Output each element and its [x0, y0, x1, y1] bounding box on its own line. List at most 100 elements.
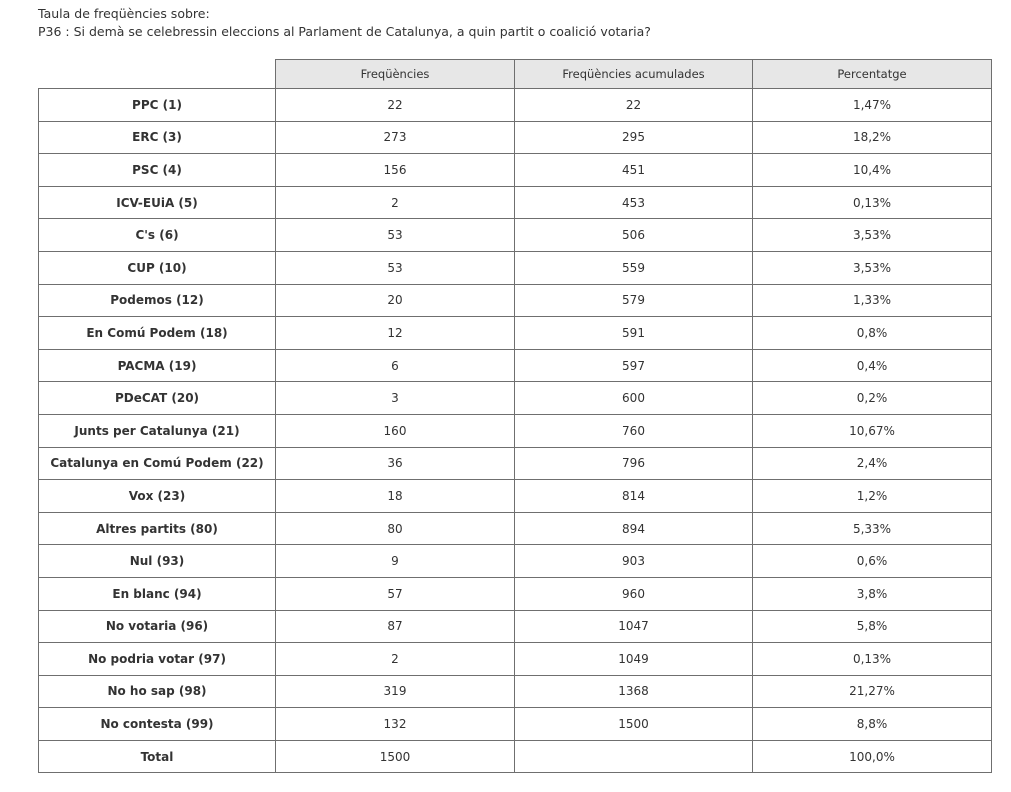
percentage-cell: 10,67%: [752, 413, 992, 448]
frequency-cell: 160: [275, 413, 515, 448]
frequency-cell: 3: [275, 381, 515, 415]
header-frequencies: Freqüències: [275, 59, 515, 89]
row-label: PDeCAT (20): [38, 381, 276, 415]
table-row: Nul (93) 9 903 0,6%: [38, 544, 992, 578]
cumulative-frequency-cell: 1047: [514, 609, 753, 644]
table-row: En blanc (94) 57 960 3,8%: [38, 576, 992, 611]
percentage-cell: 100,0%: [752, 739, 992, 774]
frequency-cell: 319: [275, 674, 515, 709]
table-body: PPC (1) 22 22 1,47% ERC (3) 273 295 18,2% PSC (4…: [38, 88, 992, 774]
frequency-cell: 57: [275, 576, 515, 611]
caption-title: Taula de freqüències sobre:: [38, 6, 210, 21]
frequency-cell: 80: [275, 511, 515, 546]
cumulative-frequency-cell: 814: [514, 479, 753, 513]
table-row: C's (6) 53 506 3,53%: [38, 218, 992, 252]
table-row: No contesta (99) 132 1500 8,8%: [38, 707, 992, 741]
frequency-cell: 132: [275, 707, 515, 741]
frequency-cell: 87: [275, 609, 515, 644]
table-header-row: Freqüències Freqüències acumulades Perce…: [38, 59, 992, 89]
frequency-cell: 53: [275, 250, 515, 285]
percentage-cell: 2,4%: [752, 446, 992, 481]
table-row: No votaria (96) 87 1047 5,8%: [38, 609, 992, 644]
row-label: ICV-EUiA (5): [38, 185, 276, 220]
cumulative-frequency-cell: 1500: [514, 707, 753, 741]
table-row: Podemos (12) 20 579 1,33%: [38, 283, 992, 318]
frequency-cell: 36: [275, 446, 515, 481]
frequency-cell: 9: [275, 544, 515, 578]
cumulative-frequency-cell: 559: [514, 250, 753, 285]
row-label: Podemos (12): [38, 283, 276, 318]
row-label: Vox (23): [38, 479, 276, 513]
cumulative-frequency-cell: 295: [514, 120, 753, 155]
table-caption: Taula de freqüències sobre: P36 : Si dem…: [38, 5, 651, 41]
percentage-cell: 1,33%: [752, 283, 992, 318]
cumulative-frequency-cell: 903: [514, 544, 753, 578]
cumulative-frequency-cell: 591: [514, 316, 753, 350]
row-label: C's (6): [38, 218, 276, 252]
frequency-cell: 1500: [275, 739, 515, 774]
row-label: Junts per Catalunya (21): [38, 413, 276, 448]
frequency-cell: 18: [275, 479, 515, 513]
table-row: Catalunya en Comú Podem (22) 36 796 2,4%: [38, 446, 992, 481]
row-label: PSC (4): [38, 153, 276, 187]
cumulative-frequency-cell: 579: [514, 283, 753, 318]
table-row: No podria votar (97) 2 1049 0,13%: [38, 642, 992, 676]
frequency-cell: 22: [275, 88, 515, 122]
percentage-cell: 3,53%: [752, 250, 992, 285]
row-label: CUP (10): [38, 250, 276, 285]
percentage-cell: 0,2%: [752, 381, 992, 415]
table-row: CUP (10) 53 559 3,53%: [38, 250, 992, 285]
cumulative-frequency-cell: [514, 739, 753, 774]
row-label: En Comú Podem (18): [38, 316, 276, 350]
table-row: Junts per Catalunya (21) 160 760 10,67%: [38, 413, 992, 448]
cumulative-frequency-cell: 1368: [514, 674, 753, 709]
row-label: No ho sap (98): [38, 674, 276, 709]
frequency-cell: 156: [275, 153, 515, 187]
percentage-cell: 0,8%: [752, 316, 992, 350]
table-row: En Comú Podem (18) 12 591 0,8%: [38, 316, 992, 350]
cumulative-frequency-cell: 506: [514, 218, 753, 252]
percentage-cell: 0,6%: [752, 544, 992, 578]
header-percentage: Percentatge: [752, 59, 992, 89]
cumulative-frequency-cell: 1049: [514, 642, 753, 676]
table-row: PACMA (19) 6 597 0,4%: [38, 348, 992, 383]
row-label: ERC (3): [38, 120, 276, 155]
table-row: Total 1500 100,0%: [38, 739, 992, 774]
cumulative-frequency-cell: 960: [514, 576, 753, 611]
percentage-cell: 5,33%: [752, 511, 992, 546]
row-label: Total: [38, 739, 276, 774]
cumulative-frequency-cell: 453: [514, 185, 753, 220]
percentage-cell: 3,53%: [752, 218, 992, 252]
percentage-cell: 10,4%: [752, 153, 992, 187]
table-row: No ho sap (98) 319 1368 21,27%: [38, 674, 992, 709]
frequency-cell: 53: [275, 218, 515, 252]
frequency-cell: 6: [275, 348, 515, 383]
cumulative-frequency-cell: 796: [514, 446, 753, 481]
cumulative-frequency-cell: 22: [514, 88, 753, 122]
row-label: En blanc (94): [38, 576, 276, 611]
header-blank: [38, 59, 276, 89]
frequency-cell: 273: [275, 120, 515, 155]
cumulative-frequency-cell: 894: [514, 511, 753, 546]
caption-question: P36 : Si demà se celebressin eleccions a…: [38, 24, 651, 39]
row-label: No contesta (99): [38, 707, 276, 741]
percentage-cell: 21,27%: [752, 674, 992, 709]
row-label: Catalunya en Comú Podem (22): [38, 446, 276, 481]
percentage-cell: 8,8%: [752, 707, 992, 741]
percentage-cell: 0,13%: [752, 185, 992, 220]
table-row: Vox (23) 18 814 1,2%: [38, 479, 992, 513]
percentage-cell: 5,8%: [752, 609, 992, 644]
percentage-cell: 3,8%: [752, 576, 992, 611]
table-row: PDeCAT (20) 3 600 0,2%: [38, 381, 992, 415]
percentage-cell: 0,4%: [752, 348, 992, 383]
frequency-cell: 2: [275, 185, 515, 220]
cumulative-frequency-cell: 760: [514, 413, 753, 448]
cumulative-frequency-cell: 597: [514, 348, 753, 383]
table-row: PSC (4) 156 451 10,4%: [38, 153, 992, 187]
percentage-cell: 1,47%: [752, 88, 992, 122]
frequency-table: Freqüències Freqüències acumulades Perce…: [38, 59, 992, 774]
frequency-cell: 2: [275, 642, 515, 676]
table-row: PPC (1) 22 22 1,47%: [38, 88, 992, 122]
row-label: Altres partits (80): [38, 511, 276, 546]
header-cumulative-frequencies: Freqüències acumulades: [514, 59, 753, 89]
